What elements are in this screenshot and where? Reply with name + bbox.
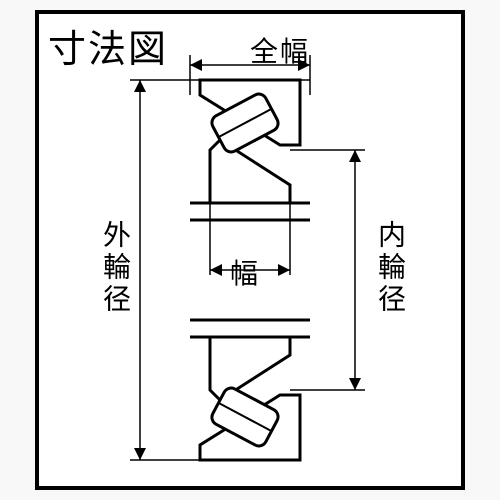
label-inner-diameter: 内輪径 (370, 220, 410, 316)
label-width: 幅 (225, 252, 265, 292)
label-outer-diameter: 外輪径 (95, 220, 135, 316)
diagram-frame: 寸法図 (0, 0, 500, 500)
inner-ring-bottom (210, 337, 290, 400)
inner-ring-top (210, 140, 290, 203)
label-total-width: 全幅 (240, 30, 320, 70)
